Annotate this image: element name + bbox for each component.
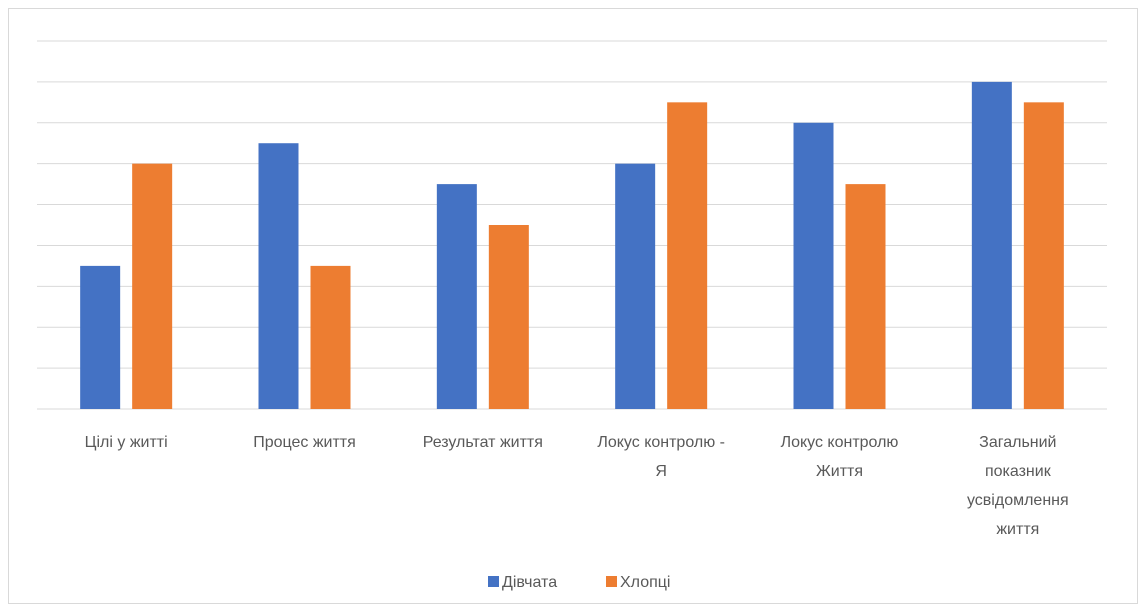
bar-khloptsi-1 bbox=[310, 265, 351, 409]
x-tick-label: Процес життя bbox=[253, 434, 356, 451]
x-tick-label: Я bbox=[655, 463, 667, 480]
x-tick-label: Локус контролю bbox=[781, 434, 899, 451]
bar-divchata-0 bbox=[80, 265, 121, 409]
x-axis-labels: Цілі у житті Процес життя Результат життя Л… bbox=[85, 434, 1069, 538]
bar-khloptsi-0 bbox=[132, 163, 173, 409]
legend-swatch-divchata bbox=[488, 576, 499, 587]
x-tick-label: Результат життя bbox=[423, 434, 543, 451]
bar-khloptsi-2 bbox=[488, 225, 529, 409]
bar-khloptsi-5 bbox=[1023, 102, 1064, 409]
bar-divchata-2 bbox=[436, 184, 477, 409]
legend: Дівчата Хлопці bbox=[488, 574, 670, 591]
bar-divchata-5 bbox=[971, 81, 1012, 409]
x-tick-label: показник bbox=[985, 463, 1052, 480]
x-tick-label: Загальний bbox=[979, 434, 1056, 451]
x-tick-label: Локус контролю - bbox=[597, 434, 725, 451]
bar-khloptsi-4 bbox=[845, 184, 886, 409]
bar-divchata-4 bbox=[793, 122, 834, 410]
bar-chart: Цілі у житті Процес життя Результат життя Л… bbox=[37, 40, 1107, 591]
bar-divchata-3 bbox=[615, 163, 656, 409]
x-tick-label: Цілі у житті bbox=[85, 434, 168, 451]
x-tick-label: Життя bbox=[816, 463, 863, 480]
gridlines bbox=[37, 40, 1107, 410]
bar-divchata-1 bbox=[258, 143, 299, 409]
legend-label-khloptsi: Хлопці bbox=[620, 574, 670, 591]
bar-khloptsi-3 bbox=[667, 102, 708, 409]
chart-frame: Цілі у житті Процес життя Результат життя Л… bbox=[8, 8, 1138, 604]
x-tick-label: усвідомлення bbox=[967, 492, 1069, 509]
legend-swatch-khloptsi bbox=[606, 576, 617, 587]
x-tick-label: життя bbox=[996, 521, 1039, 538]
bars bbox=[80, 81, 1064, 410]
legend-label-divchata: Дівчата bbox=[502, 574, 557, 591]
